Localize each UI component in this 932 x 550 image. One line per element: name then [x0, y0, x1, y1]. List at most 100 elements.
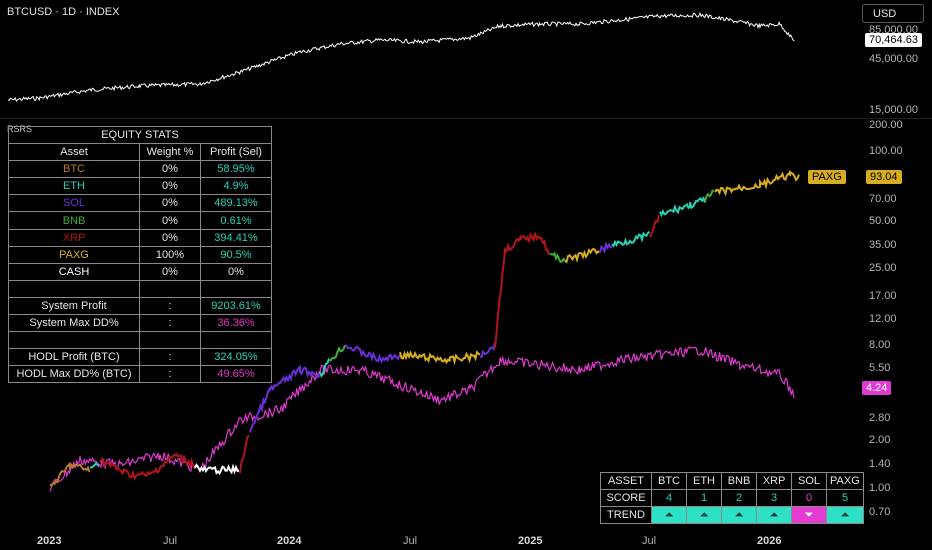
rsrs-axis-label: 70.00: [869, 193, 897, 205]
table-row: System Profit : 9203.61%: [8, 296, 272, 316]
score-header: SOL: [791, 472, 827, 490]
trend-down-icon: ⏷: [791, 506, 827, 524]
asset-weight: 100%: [139, 245, 201, 264]
rsrs-axis-label: 200.00: [869, 119, 903, 131]
asset-name: ETH: [8, 177, 140, 196]
asset-name: XRP: [8, 228, 140, 247]
table-row: System Max DD% : 36.36%: [8, 314, 272, 333]
score-header: ETH: [686, 472, 722, 490]
hodl-value-tag: 4.24: [862, 381, 892, 395]
price-axis-label: 15,000.00: [869, 104, 918, 116]
asset-weight: 0%: [139, 228, 201, 247]
score-header: BTC: [651, 472, 687, 490]
table-row: BNB 0% 0.61%: [8, 211, 272, 230]
trend-up-icon: ⏶: [826, 506, 864, 524]
strategy-segment: [611, 230, 651, 248]
rsrs-axis-label: 8.00: [869, 339, 891, 351]
rsrs-axis-label: 5.50: [869, 362, 891, 374]
strategy-value-tag: 93.04: [866, 170, 902, 184]
strategy-asset-tag: PAXG: [808, 170, 846, 184]
strategy-segment: [549, 251, 566, 264]
asset-profit: 489.13%: [200, 194, 272, 213]
strategy-segment: [344, 344, 401, 364]
strategy-segment: [49, 461, 91, 488]
pane-divider[interactable]: [0, 118, 932, 119]
asset-name: BNB: [8, 211, 140, 230]
trend-up-icon: ⏶: [686, 506, 722, 524]
rsrs-axis-label: 17.00: [869, 290, 897, 302]
asset-profit: 58.95%: [200, 160, 272, 179]
strategy-segment: [479, 342, 496, 359]
price-pane[interactable]: [0, 0, 932, 118]
asset-profit: 90.5%: [200, 245, 272, 264]
header-weight: Weight %: [139, 143, 201, 162]
strategy-segment: [714, 170, 800, 197]
table-row: CASH 0% 0%: [8, 262, 272, 281]
system-dd-value: 36.36%: [200, 314, 272, 333]
strategy-segment: [399, 350, 481, 366]
score-value: 0: [791, 489, 827, 507]
header-profit: Profit (Sel): [200, 143, 272, 162]
strategy-segment: [89, 461, 100, 469]
strategy-segment: [564, 247, 601, 264]
separator: :: [139, 296, 201, 316]
rsrs-pane[interactable]: [0, 120, 860, 530]
score-header: PAXG: [826, 472, 864, 490]
rsrs-axis-label: 2.00: [869, 434, 891, 446]
asset-profit: 0.61%: [200, 211, 272, 230]
strategy-segment: [659, 196, 706, 218]
rsrs-axis-label: 12.00: [869, 313, 897, 325]
strategy-segment: [194, 462, 240, 476]
currency-button[interactable]: USD: [862, 4, 924, 23]
x-axis-label: Jul: [163, 535, 178, 547]
table-row: HODL Max DD% (BTC) : 49.65%: [8, 365, 272, 384]
hodl-profit-label: HODL Profit (BTC): [8, 348, 140, 367]
score-table: ASSET BTC ETH BNB XRP SOL PAXG SCORE 4 1 2 3 0 5 TRE…: [600, 472, 864, 524]
asset-name: BTC: [8, 160, 140, 179]
strategy-segment: [239, 434, 250, 474]
asset-profit: 0%: [200, 262, 272, 281]
rsrs-axis-label: 50.00: [869, 215, 897, 227]
score-value: 5: [826, 489, 864, 507]
trend-up-icon: ⏶: [756, 506, 792, 524]
rsrs-axis-label: 0.70: [869, 506, 891, 518]
rsrs-axis-label: 35.00: [869, 239, 897, 251]
table-row: SOL 0% 489.13%: [8, 194, 272, 213]
strategy-segment: [99, 452, 196, 481]
price-axis-label: 45,000.00: [869, 53, 918, 65]
table-row: PAXG 100% 90.5%: [8, 245, 272, 264]
asset-profit: 394.41%: [200, 228, 272, 247]
separator: :: [139, 314, 201, 333]
asset-profit: 4.9%: [200, 177, 272, 196]
strategy-segment: [599, 241, 613, 254]
score-header: XRP: [756, 472, 792, 490]
chart-title: BTCUSD · 1D · INDEX: [7, 6, 120, 18]
x-axis-label: Jul: [642, 535, 657, 547]
rsrs-axis-label: 2.80: [869, 412, 891, 424]
rsrs-axis-label: 1.00: [869, 482, 891, 494]
hodl-equity-line: [49, 346, 795, 492]
table-row: HODL Profit (BTC) : 324.05%: [8, 348, 272, 367]
x-axis-label: Jul: [403, 535, 418, 547]
strategy-segment: [704, 189, 714, 202]
strategy-equity-line: [49, 170, 800, 488]
hodl-dd-label: HODL Max DD% (BTC): [8, 365, 140, 384]
rsrs-axis-label: 1.40: [869, 458, 891, 470]
x-axis-label: 2024: [277, 535, 302, 547]
equity-stats-table: EQUITY STATS Asset Weight % Profit (Sel)…: [8, 125, 272, 384]
score-value: 4: [651, 489, 687, 507]
strategy-segment: [249, 364, 321, 433]
btc-price-line: [7, 11, 795, 102]
strategy-segment: [329, 344, 346, 362]
system-dd-label: System Max DD%: [8, 314, 140, 333]
score-value: 1: [686, 489, 722, 507]
asset-weight: 0%: [139, 211, 201, 230]
score-value: 3: [756, 489, 792, 507]
header-asset: Asset: [8, 143, 140, 162]
asset-weight: 0%: [139, 177, 201, 196]
asset-name: SOL: [8, 194, 140, 213]
score-header: BNB: [721, 472, 757, 490]
last-price-tag: 70,464.63: [865, 33, 922, 47]
table-title: EQUITY STATS: [8, 125, 272, 145]
x-axis-label: 2023: [37, 535, 62, 547]
